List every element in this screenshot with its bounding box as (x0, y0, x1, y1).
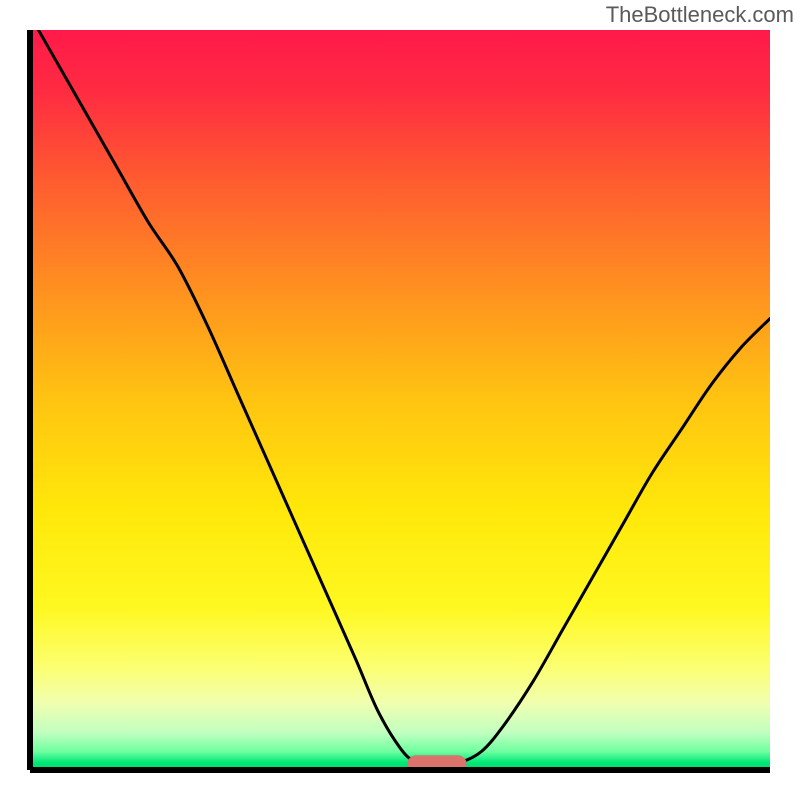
watermark-text: TheBottleneck.com (606, 2, 794, 28)
chart-container: TheBottleneck.com (0, 0, 800, 800)
gradient-background (30, 30, 770, 770)
bottleneck-chart (0, 0, 800, 800)
